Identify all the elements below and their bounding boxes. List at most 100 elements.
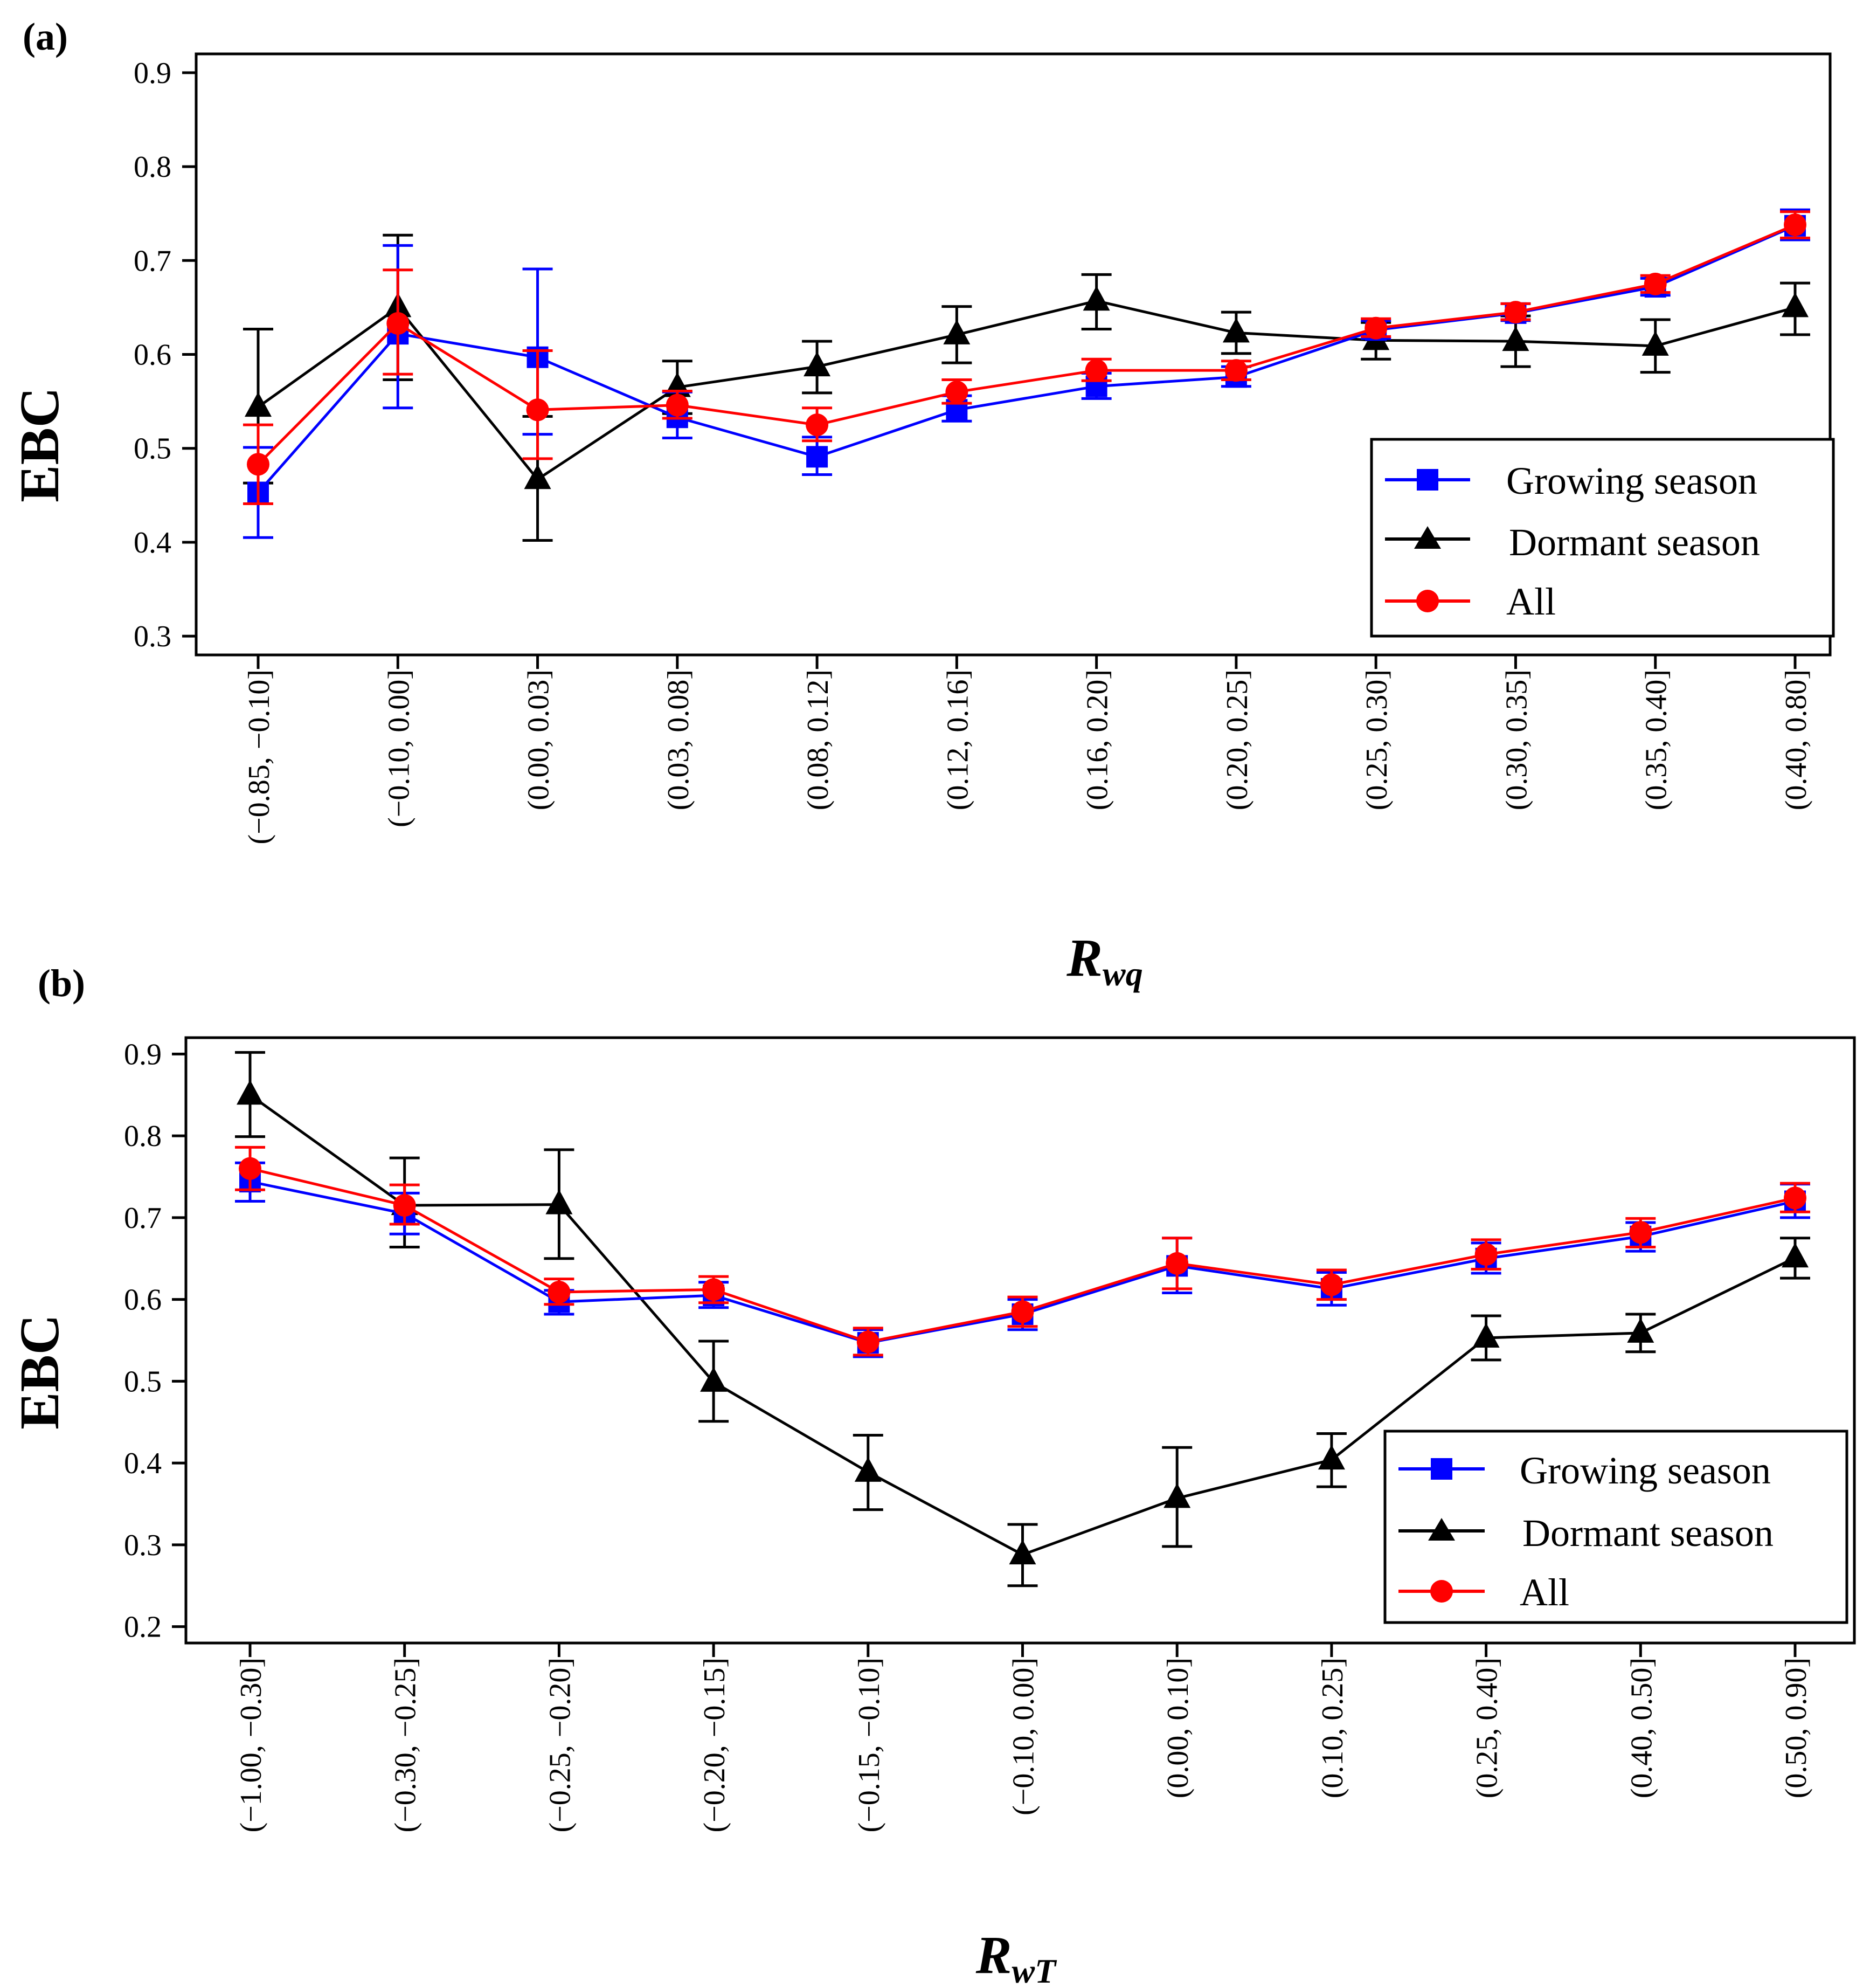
- panel-a-legend-dormant-label: Dormant season: [1509, 521, 1760, 564]
- panel-b-point-dormant: [545, 1189, 573, 1214]
- panel-a-point-all: [806, 413, 829, 437]
- panel-a-series-dormant-line: [257, 299, 1796, 481]
- panel-b-point-dormant: [1318, 1445, 1345, 1470]
- panel-b-x-axis: (−1.00, −0.30] (−0.30, −0.25] (−0.25, −0.2…: [234, 1643, 1813, 1832]
- panel-b-x-axis-label-main: R: [975, 1925, 1012, 1985]
- panel-a-point-dormant: [1782, 292, 1809, 317]
- panel-b-legend-dormant-label: Dormant season: [1522, 1511, 1774, 1555]
- panel-a-y-tick-label: 0.6: [134, 339, 171, 372]
- panel-a-point-all: [666, 394, 689, 417]
- panel-b-point-dormant: [1472, 1322, 1500, 1348]
- panel-b-plot-area: 0.20.30.40.50.60.70.80.9(−1.00, −0.30] (−…: [124, 1036, 1856, 1832]
- panel-b-legend-all: All: [1398, 1571, 1569, 1614]
- panel-b-x-tick-label: (−0.10, 0.00]: [1007, 1658, 1041, 1816]
- panel-b-x-tick-label: (0.10, 0.25]: [1316, 1658, 1349, 1798]
- panel-b-y-tick-label: 0.4: [124, 1447, 162, 1480]
- panel-a-point-dormant: [804, 351, 831, 377]
- panel-a-x-tick-label: (0.20, 0.25]: [1221, 669, 1254, 810]
- panel-b-label: (b): [38, 962, 85, 1005]
- panel-b-y-tick-label: 0.5: [124, 1365, 162, 1398]
- panel-b-series-dormant: [235, 1051, 1810, 1587]
- panel-a-x-tick-label: (0.30, 0.35]: [1500, 669, 1533, 810]
- panel-a-point-all: [1365, 316, 1388, 340]
- panel-a-y-tick-label: 0.8: [134, 150, 171, 184]
- panel-b-point-all: [239, 1157, 261, 1180]
- panel-a-point-dormant: [1502, 326, 1529, 351]
- panel-a-x-tick-label: (0.03, 0.08]: [662, 669, 695, 810]
- panel-a-point-all: [1644, 272, 1667, 295]
- panel-a-point-dormant: [524, 464, 551, 489]
- panel-a-x-axis-label-sub: wq: [1103, 955, 1143, 993]
- panel-a-x-tick-label: (−0.85, −0.10]: [243, 669, 276, 844]
- panel-b-y-axis: 0.2 0.3 0.4 0.5 0.6 0.7 0.8 0.9: [124, 1038, 186, 1644]
- panel-a-legend-growing-marker: [1417, 469, 1438, 491]
- panel-a-legend-growing: Growing season: [1385, 459, 1757, 502]
- panel-a-point-dormant: [1083, 286, 1110, 311]
- panel-b-point-all: [1629, 1221, 1652, 1244]
- panel-a-point-all: [1504, 301, 1527, 324]
- panel-a-legend-all: All: [1385, 580, 1556, 623]
- panel-b-point-all: [1011, 1300, 1034, 1323]
- panel-b-point-all: [702, 1278, 725, 1301]
- panel-a-x-tick-label: (0.40, 0.80]: [1779, 669, 1813, 810]
- panel-b-y-axis-label: EBC: [9, 1314, 71, 1430]
- panel-b-x-tick-label: (0.25, 0.40]: [1471, 1658, 1504, 1798]
- panel-a-y-tick-label: 0.7: [134, 244, 171, 278]
- panel-a-legend-growing-label: Growing season: [1506, 459, 1757, 502]
- panel-b-y-tick-label: 0.3: [124, 1529, 162, 1562]
- panel-b-x-tick-label: (0.50, 0.90]: [1779, 1658, 1813, 1798]
- panel-b-point-dormant: [1782, 1242, 1809, 1268]
- panel-b-x-tick-label: (0.40, 0.50]: [1625, 1658, 1658, 1798]
- panel-b-point-dormant: [700, 1366, 728, 1392]
- panel-b-point-dormant: [1627, 1317, 1654, 1343]
- panel-b-x-axis-label: RwT: [975, 1925, 1057, 1988]
- panel-b-point-all: [856, 1330, 879, 1354]
- panel-b-legend-dormant-marker: [1428, 1518, 1455, 1541]
- panel-b-x-axis-label-sub: wT: [1012, 1952, 1057, 1988]
- panel-a-point-all: [945, 381, 968, 404]
- panel-a-x-tick-label: (0.35, 0.40]: [1640, 669, 1673, 810]
- panel-a-legend-dormant-marker: [1414, 526, 1441, 549]
- panel-a-x-tick-label: (−0.10, 0.00]: [382, 669, 415, 827]
- panel-b-point-dormant: [237, 1080, 264, 1105]
- panel-b-x-tick-label: (−0.20, −0.15]: [698, 1658, 731, 1832]
- panel-b-y-tick-label: 0.6: [124, 1283, 162, 1317]
- panel-a-y-tick-label: 0.4: [134, 526, 171, 560]
- panel-b-y-tick-label: 0.8: [124, 1120, 162, 1153]
- panel-a-legend-all-marker: [1416, 590, 1439, 612]
- panel-a-point-all: [1085, 359, 1108, 382]
- panel-a-point-all: [386, 312, 410, 335]
- panel-a-point-all: [247, 453, 269, 476]
- panel-a-legend-all-label: All: [1506, 580, 1556, 623]
- panel-a-y-axis: 0.3 0.4 0.5 0.6 0.7 0.8 0.9: [134, 57, 196, 653]
- panel-a-x-tick-label: (0.00, 0.03]: [522, 669, 556, 810]
- panel-a-plot-area: 0.3 0.4 0.5 0.6 0.7 0.8 0.9 (−0.85, −0.10] (−0.1…: [134, 52, 1832, 844]
- panel-a-legend-dormant: Dormant season: [1385, 521, 1760, 564]
- panel-b-y-tick-label: 0.9: [124, 1038, 162, 1071]
- panel-a-y-tick-label: 0.3: [134, 620, 171, 653]
- panel-b-legend-dormant: Dormant season: [1398, 1511, 1774, 1555]
- panel-b: (b) EBC RwT 0.2 0.3 0.4 0.5 0.6 0.7 0.8 0.9 (−1.…: [9, 962, 1856, 1988]
- panel-a-point-dormant: [245, 392, 272, 417]
- panel-a-point-all: [526, 398, 549, 422]
- panel-a-x-axis-label: Rwq: [1066, 928, 1142, 993]
- panel-b-point-all: [548, 1280, 571, 1303]
- panel-a-point-all: [1784, 213, 1806, 237]
- panel-b-x-tick-label: (−1.00, −0.30]: [234, 1658, 268, 1832]
- panel-b-y-tick-label: 0.7: [124, 1202, 162, 1235]
- panel-a-x-axis-label-main: R: [1066, 928, 1103, 988]
- panel-b-point-all: [1166, 1252, 1189, 1275]
- panel-b-legend: Growing season Dormant season All: [1383, 1430, 1848, 1624]
- panel-b-legend-growing-label: Growing season: [1520, 1449, 1771, 1492]
- panel-b-plot-frame: [184, 1036, 1856, 1645]
- panel-b-series-all: [235, 1145, 1810, 1357]
- panel-b-x-tick-label: (−0.30, −0.25]: [389, 1658, 423, 1832]
- panel-b-legend-all-label: All: [1520, 1571, 1569, 1614]
- panel-a-y-tick-label: 0.9: [134, 57, 171, 90]
- panel-a-x-tick-label: (0.25, 0.30]: [1360, 669, 1394, 810]
- panel-a-point-dormant: [1222, 317, 1250, 343]
- panel-a-x-tick-label: (0.16, 0.20]: [1081, 669, 1114, 810]
- panel-b-legend-all-marker: [1430, 1580, 1453, 1603]
- panel-a-point-dormant: [943, 319, 971, 344]
- panel-a-x-tick-label: (0.08, 0.12]: [801, 669, 835, 810]
